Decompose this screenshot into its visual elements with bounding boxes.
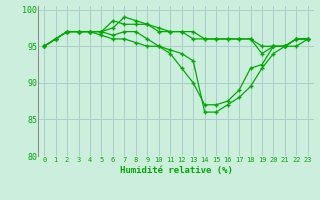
- X-axis label: Humidité relative (%): Humidité relative (%): [120, 166, 232, 175]
